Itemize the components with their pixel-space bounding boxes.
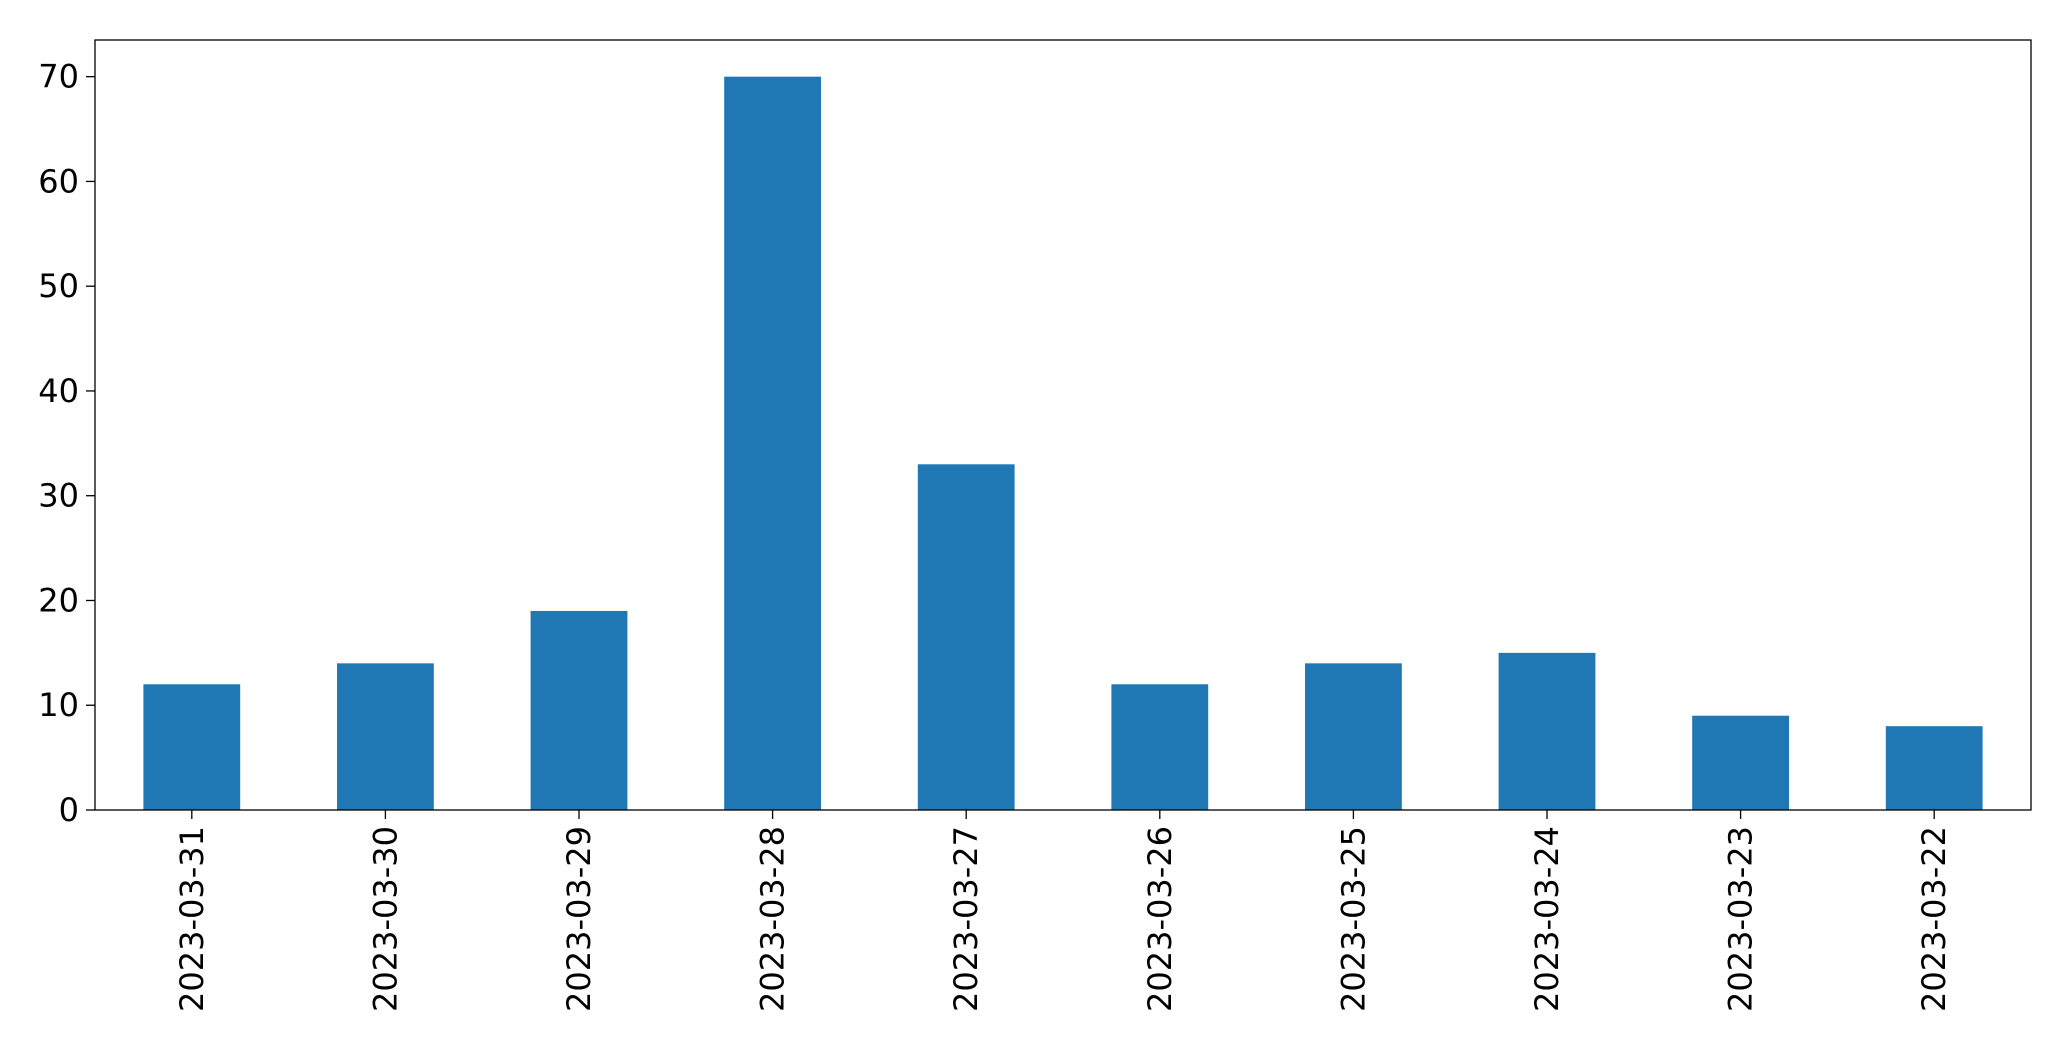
x-tick-label: 2023-03-23: [1722, 826, 1760, 1012]
bar: [143, 684, 241, 810]
x-tick-label: 2023-03-30: [366, 826, 404, 1012]
y-tick-label: 70: [38, 58, 79, 96]
y-tick-label: 60: [38, 162, 79, 200]
bar: [337, 663, 434, 810]
bar: [530, 610, 628, 810]
y-tick-label: 10: [38, 686, 79, 724]
x-tick-label: 2023-03-27: [947, 826, 985, 1012]
axes-frame: [94, 39, 2032, 811]
y-tick-label: 40: [38, 372, 79, 410]
y-tick-label: 0: [59, 791, 79, 829]
y-tick-label: 50: [38, 267, 79, 305]
y-tick-label: 30: [38, 477, 79, 515]
bar: [724, 76, 821, 810]
y-tick-label: 20: [38, 581, 79, 619]
x-tick-label: 2023-03-25: [1334, 826, 1372, 1012]
x-tick-label: 2023-03-24: [1528, 826, 1566, 1012]
x-tick-label: 2023-03-22: [1915, 826, 1953, 1012]
bar: [1305, 663, 1402, 810]
bar: [1111, 684, 1209, 810]
bar: [917, 464, 1015, 810]
bar: [1692, 715, 1789, 810]
x-tick-label: 2023-03-28: [754, 826, 792, 1012]
bar: [1885, 726, 1983, 810]
x-tick-label: 2023-03-31: [173, 826, 211, 1012]
x-tick-label: 2023-03-26: [1141, 826, 1179, 1012]
x-tick-label: 2023-03-29: [560, 826, 598, 1012]
bar: [1498, 652, 1596, 810]
